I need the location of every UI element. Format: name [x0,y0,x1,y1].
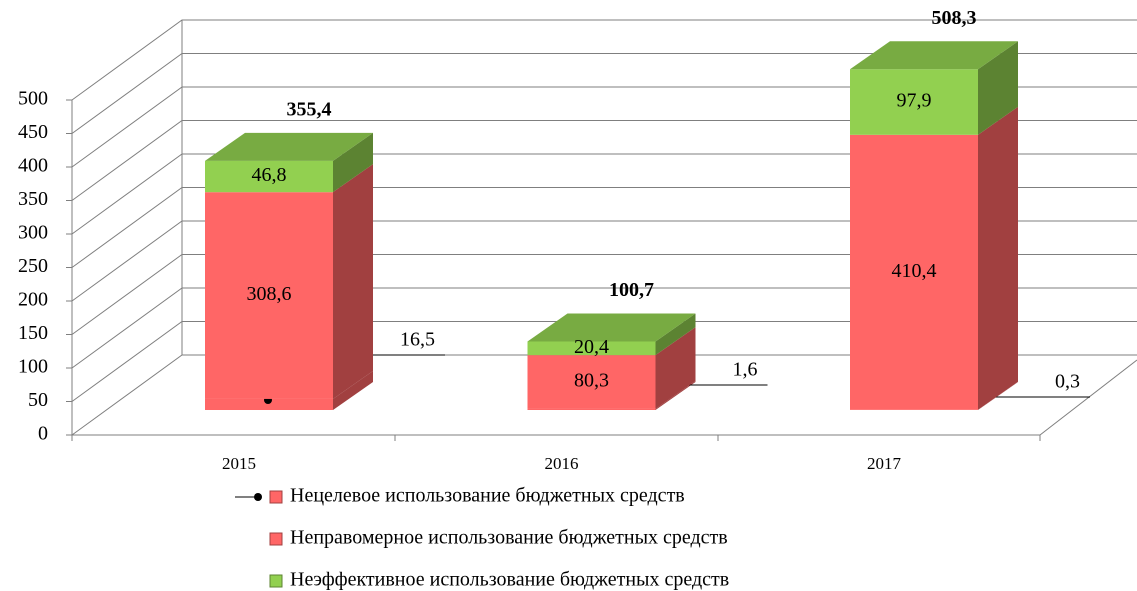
bar-segment [527,313,696,356]
x-tick-label: 2015 [222,454,256,473]
data-label: 308,6 [247,283,292,305]
bar-side [333,132,373,193]
bar-segment [527,327,696,409]
grid-line [71,187,1137,268]
legend-label: Нецелевое использование бюджетных средст… [290,485,685,507]
bar-side [978,381,1018,410]
bar-segment [527,380,696,410]
bar-front [527,341,656,356]
bar-top [527,313,696,342]
bar-front [205,398,333,410]
bar-front [850,69,978,135]
grid-line [71,53,1137,134]
bar-segment [850,381,1018,410]
bar-side [978,106,1018,410]
data-label: 16,5 [400,329,435,351]
x-tick-label: 2017 [867,454,902,473]
y-tick-label: 300 [18,222,48,244]
legend-label: Неправомерное использование бюджетных ср… [290,527,728,549]
data-label: 46,8 [252,164,287,186]
bar-segment [850,106,1018,410]
y-tick-label: 100 [18,356,48,378]
y-tick-label: 500 [18,88,48,110]
bar-side [655,380,696,410]
grid-line [71,321,1137,402]
bar-front [205,160,333,193]
grid-line [71,254,1137,335]
total-label: 100,7 [609,279,654,301]
grid-line [71,153,1137,235]
y-tick-label: 50 [28,389,48,411]
bar-top [850,41,1018,70]
legend-swatch [269,490,283,504]
bar-segment [205,132,373,193]
bar-front [850,134,978,410]
bar-side [333,370,373,410]
legend-dot [254,493,262,501]
grid-line [71,220,1137,302]
data-label: 97,9 [897,90,932,112]
bar-segment [850,41,1018,135]
bar-side [978,41,1018,135]
y-tick-label: 250 [18,255,48,277]
data-label: 0,3 [1055,371,1080,393]
legend-swatch [269,574,283,588]
data-label: 80,3 [574,370,609,392]
grid-line [71,287,1137,369]
total-label: 355,4 [287,98,332,120]
bar-front [205,192,333,399]
bar-top [205,132,373,161]
grid-line [71,19,1137,101]
grid-line [71,120,1137,201]
y-tick-label: 400 [18,155,48,177]
bar-side [655,313,696,356]
y-tick-label: 200 [18,289,48,311]
y-tick-label: 450 [18,121,48,143]
legend-swatch [269,532,283,546]
bar-front [527,408,656,410]
data-label: 1,6 [733,359,758,381]
y-tick-label: 0 [38,423,48,445]
total-label: 508,3 [932,7,977,29]
bar-front [527,355,656,409]
legend-label: Неэффективное использование бюджетных ср… [290,569,729,591]
y-tick-label: 350 [18,188,48,210]
grid-line [71,354,1137,436]
data-label: 410,4 [892,260,937,282]
bar-side [333,164,373,399]
x-tick-label: 2016 [545,454,579,473]
bar-side [655,327,696,409]
grid-line [71,86,1137,168]
y-tick-label: 150 [18,322,48,344]
bar-segment [205,370,373,410]
bar-segment [205,164,373,399]
data-label: 20,4 [574,336,609,358]
